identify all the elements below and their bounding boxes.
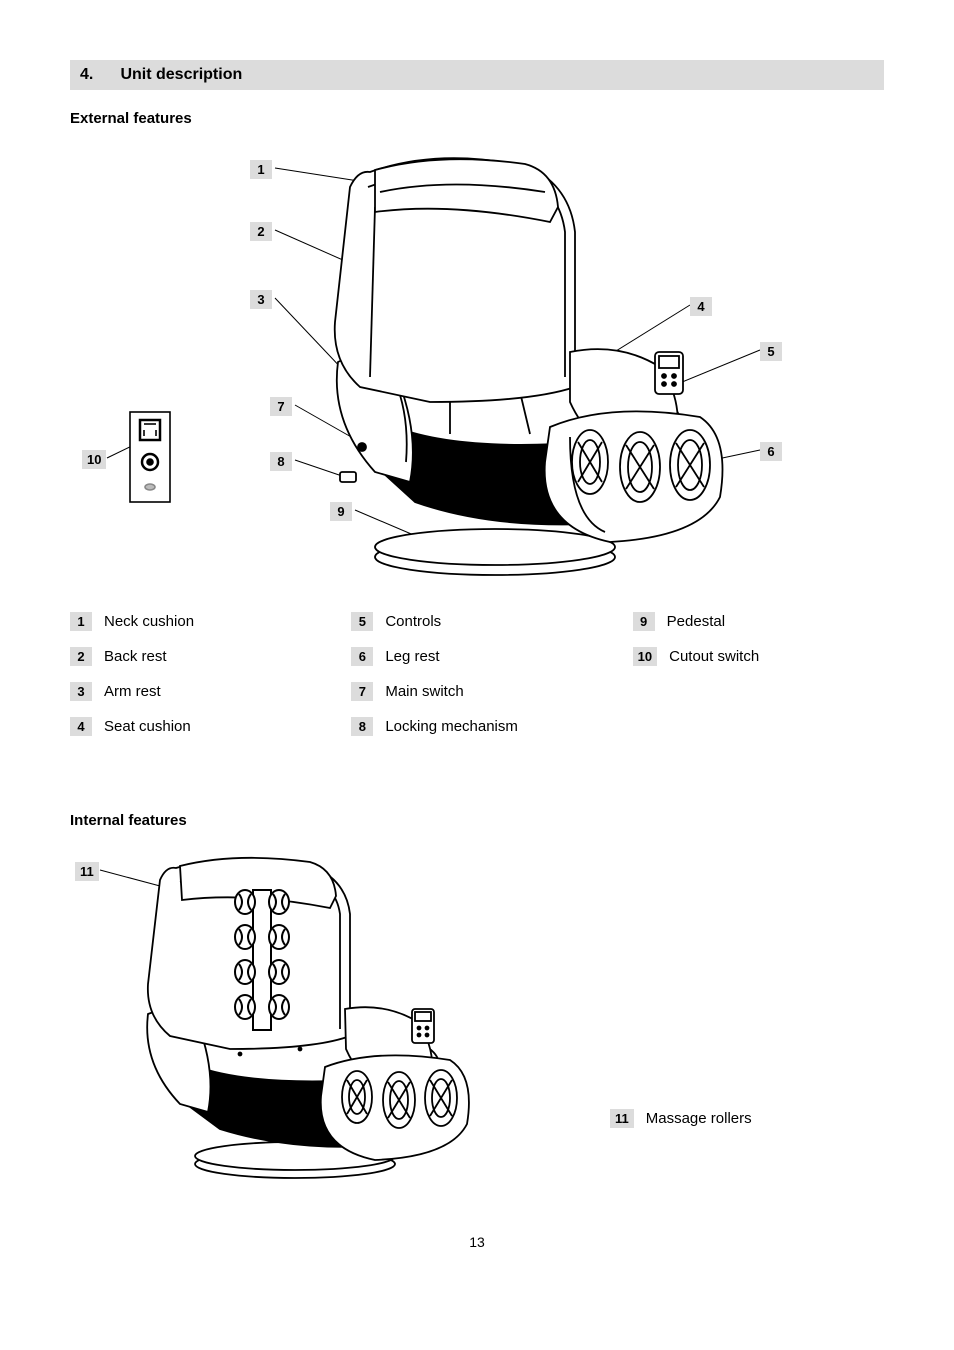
legend-label: Main switch [385,683,463,700]
legend-item: 8 Locking mechanism [351,717,602,736]
internal-svg [70,844,490,1184]
legend-label: Locking mechanism [385,718,518,735]
legend-badge: 9 [633,612,655,631]
section-header: 4. Unit description [70,60,884,90]
callout-3: 3 [250,290,272,309]
legend-label: Pedestal [667,613,725,630]
callout-7: 7 [270,397,292,416]
section-title: Unit description [120,66,242,83]
page-number: 13 [70,1234,884,1250]
legend-badge: 1 [70,612,92,631]
internal-heading: Internal features [70,812,884,829]
legend-item: 5 Controls [351,612,602,631]
legend-item: 3 Arm rest [70,682,321,701]
legend-item: 6 Leg rest [351,647,602,666]
callout-8: 8 [270,452,292,471]
external-heading: External features [70,110,884,127]
legend-item: 9 Pedestal [633,612,884,631]
callout-9: 9 [330,502,352,521]
legend-badge: 2 [70,647,92,666]
callout-10: 10 [82,450,106,469]
legend-label: Controls [385,613,441,630]
legend-item: 7 Main switch [351,682,602,701]
legend-badge: 11 [610,1109,634,1128]
internal-diagram: 11 [70,844,490,1184]
legend-item: 10 Cutout switch [633,647,884,666]
legend-label: Back rest [104,648,167,665]
legend-badge: 6 [351,647,373,666]
external-diagram: 1 2 3 4 5 6 7 8 9 10 [70,142,884,582]
legend-badge: 7 [351,682,373,701]
legend-badge: 4 [70,717,92,736]
callout-6: 6 [760,442,782,461]
legend-label: Cutout switch [669,648,759,665]
callout-4: 4 [690,297,712,316]
legend-label: Neck cushion [104,613,194,630]
legend-badge: 3 [70,682,92,701]
callout-5: 5 [760,342,782,361]
external-svg [70,142,890,582]
legend-item: 2 Back rest [70,647,321,666]
internal-legend: 11 Massage rollers [610,1109,752,1184]
legend-item: 11 Massage rollers [610,1109,752,1128]
legend-label: Seat cushion [104,718,191,735]
legend-label: Massage rollers [646,1110,752,1127]
external-legend: 1 Neck cushion 2 Back rest 3 Arm rest 4 Seat… [70,612,884,752]
callout-2: 2 [250,222,272,241]
legend-item: 4 Seat cushion [70,717,321,736]
legend-badge: 10 [633,647,657,666]
legend-badge: 5 [351,612,373,631]
callout-11: 11 [75,862,99,881]
section-number: 4. [80,66,116,84]
legend-item: 1 Neck cushion [70,612,321,631]
legend-label: Leg rest [385,648,439,665]
callout-1: 1 [250,160,272,179]
legend-badge: 8 [351,717,373,736]
legend-label: Arm rest [104,683,161,700]
